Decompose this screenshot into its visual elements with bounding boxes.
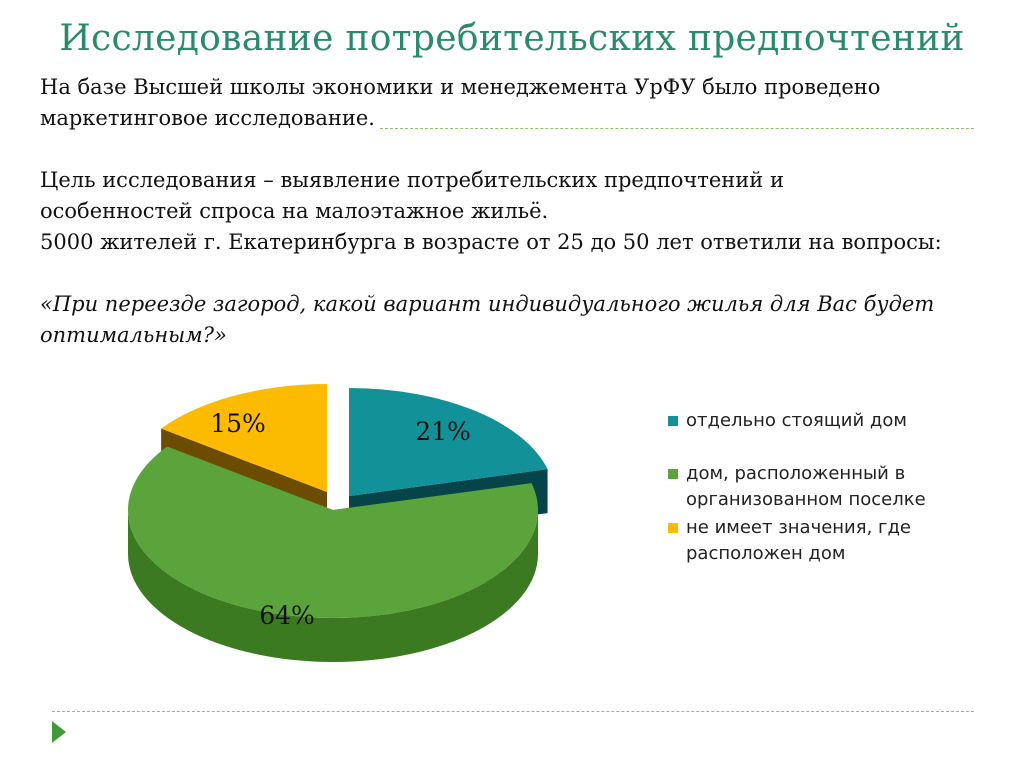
goal-line-2: особенностей спроса на малоэтажное жильё… (40, 199, 549, 223)
pie-slice-0 (349, 388, 548, 496)
pie-data-label-1: 64% (259, 601, 315, 630)
legend-swatch-yellow (668, 523, 678, 533)
legend-item-no-matter: не имеет значения, где расположен дом (668, 515, 968, 567)
divider-bottom (52, 711, 974, 712)
legend-swatch-teal (668, 416, 678, 426)
legend-swatch-green (668, 469, 678, 479)
pie-data-label-0: 21% (415, 417, 471, 446)
pie-slice-2 (161, 384, 327, 492)
question-line-2: оптимальным?» (40, 323, 227, 347)
legend-item-settlement-house: дом, расположенный в организованном посе… (668, 461, 968, 513)
legend-label: отдельно стоящий дом (686, 410, 907, 431)
pie-chart: 21% 64% 15% (127, 384, 548, 662)
slide-body: На базе Высшей школы экономики и менедже… (40, 72, 990, 351)
divider-top (380, 128, 974, 129)
goal-line-1: Цель исследования – выявление потребител… (40, 168, 784, 192)
question-line-1: «При переезде загород, какой вариант инд… (40, 292, 935, 316)
legend-label-line-1: не имеет значения, где (686, 517, 911, 538)
pie-slice-1 (127, 446, 538, 618)
play-arrow-icon[interactable] (52, 721, 66, 743)
legend-label-line-2: расположен дом (686, 543, 846, 564)
pie-data-label-2: 15% (210, 409, 266, 438)
legend-label-line-1: дом, расположенный в (686, 463, 906, 484)
legend-item-detached-house: отдельно стоящий дом (668, 408, 968, 434)
legend-label-line-2: организованном поселке (686, 489, 926, 510)
pie-slice-side-1-0 (128, 510, 538, 662)
respondents-line: 5000 жителей г. Екатеринбурга в возрасте… (40, 230, 942, 254)
intro-line-2: маркетинговое исследование. (40, 106, 375, 130)
chart-legend: отдельно стоящий дом дом, расположенный … (668, 408, 968, 567)
slide-title: Исследование потребительских предпочтени… (59, 18, 965, 59)
intro-line-1: На базе Высшей школы экономики и менедже… (40, 75, 881, 99)
